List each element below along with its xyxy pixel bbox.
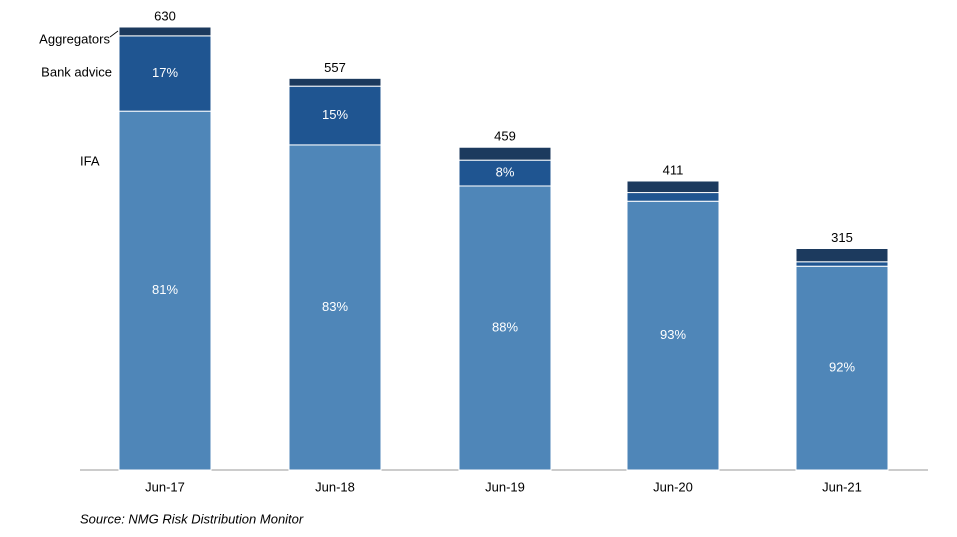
x-tick-label: Jun-17 xyxy=(145,479,185,494)
bar-segment xyxy=(458,146,552,161)
leader-line xyxy=(109,30,119,38)
segment-label: 15% xyxy=(322,107,348,122)
bar-segment xyxy=(795,265,889,471)
bar-segment xyxy=(795,261,889,267)
bar-segment xyxy=(626,200,720,471)
bar-segment xyxy=(118,110,212,471)
total-label: 557 xyxy=(324,60,346,75)
total-label: 411 xyxy=(663,162,684,177)
bar-segment xyxy=(288,77,382,87)
series-label: Bank advice xyxy=(41,64,112,79)
x-tick-label: Jun-20 xyxy=(653,479,693,494)
total-label: 459 xyxy=(494,129,516,144)
bar-segment xyxy=(795,248,889,263)
bar-segment xyxy=(288,85,382,146)
segment-label: 8% xyxy=(496,165,515,180)
bar-segment xyxy=(626,192,720,202)
bar-segment xyxy=(288,144,382,471)
bar-segment xyxy=(458,185,552,471)
segment-label: 83% xyxy=(322,299,348,314)
bar-segment xyxy=(118,35,212,112)
x-tick-label: Jun-18 xyxy=(315,479,355,494)
segment-label: 88% xyxy=(492,319,518,334)
segment-label: 93% xyxy=(660,327,686,342)
x-tick-label: Jun-19 xyxy=(485,479,525,494)
x-tick-label: Jun-21 xyxy=(822,479,862,494)
series-label: Aggregators xyxy=(39,31,110,46)
bar-segment xyxy=(458,159,552,187)
segment-label: 92% xyxy=(829,360,855,375)
bar-segment xyxy=(626,180,720,194)
segment-label: 17% xyxy=(152,65,178,80)
bar-segment xyxy=(118,26,212,37)
total-label: 315 xyxy=(831,230,853,245)
segment-label: 81% xyxy=(152,282,178,297)
total-label: 630 xyxy=(154,8,176,23)
source-note: Source: NMG Risk Distribution Monitor xyxy=(80,511,304,526)
series-label: IFA xyxy=(80,153,100,168)
